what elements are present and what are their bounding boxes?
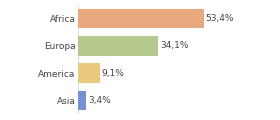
Text: 34,1%: 34,1% — [160, 41, 189, 50]
Text: 9,1%: 9,1% — [102, 69, 125, 78]
Bar — [78, 63, 100, 83]
Bar — [78, 9, 204, 28]
Text: 3,4%: 3,4% — [88, 96, 111, 105]
Text: 53,4%: 53,4% — [206, 14, 234, 23]
Bar — [78, 36, 158, 56]
Bar — [78, 90, 87, 110]
